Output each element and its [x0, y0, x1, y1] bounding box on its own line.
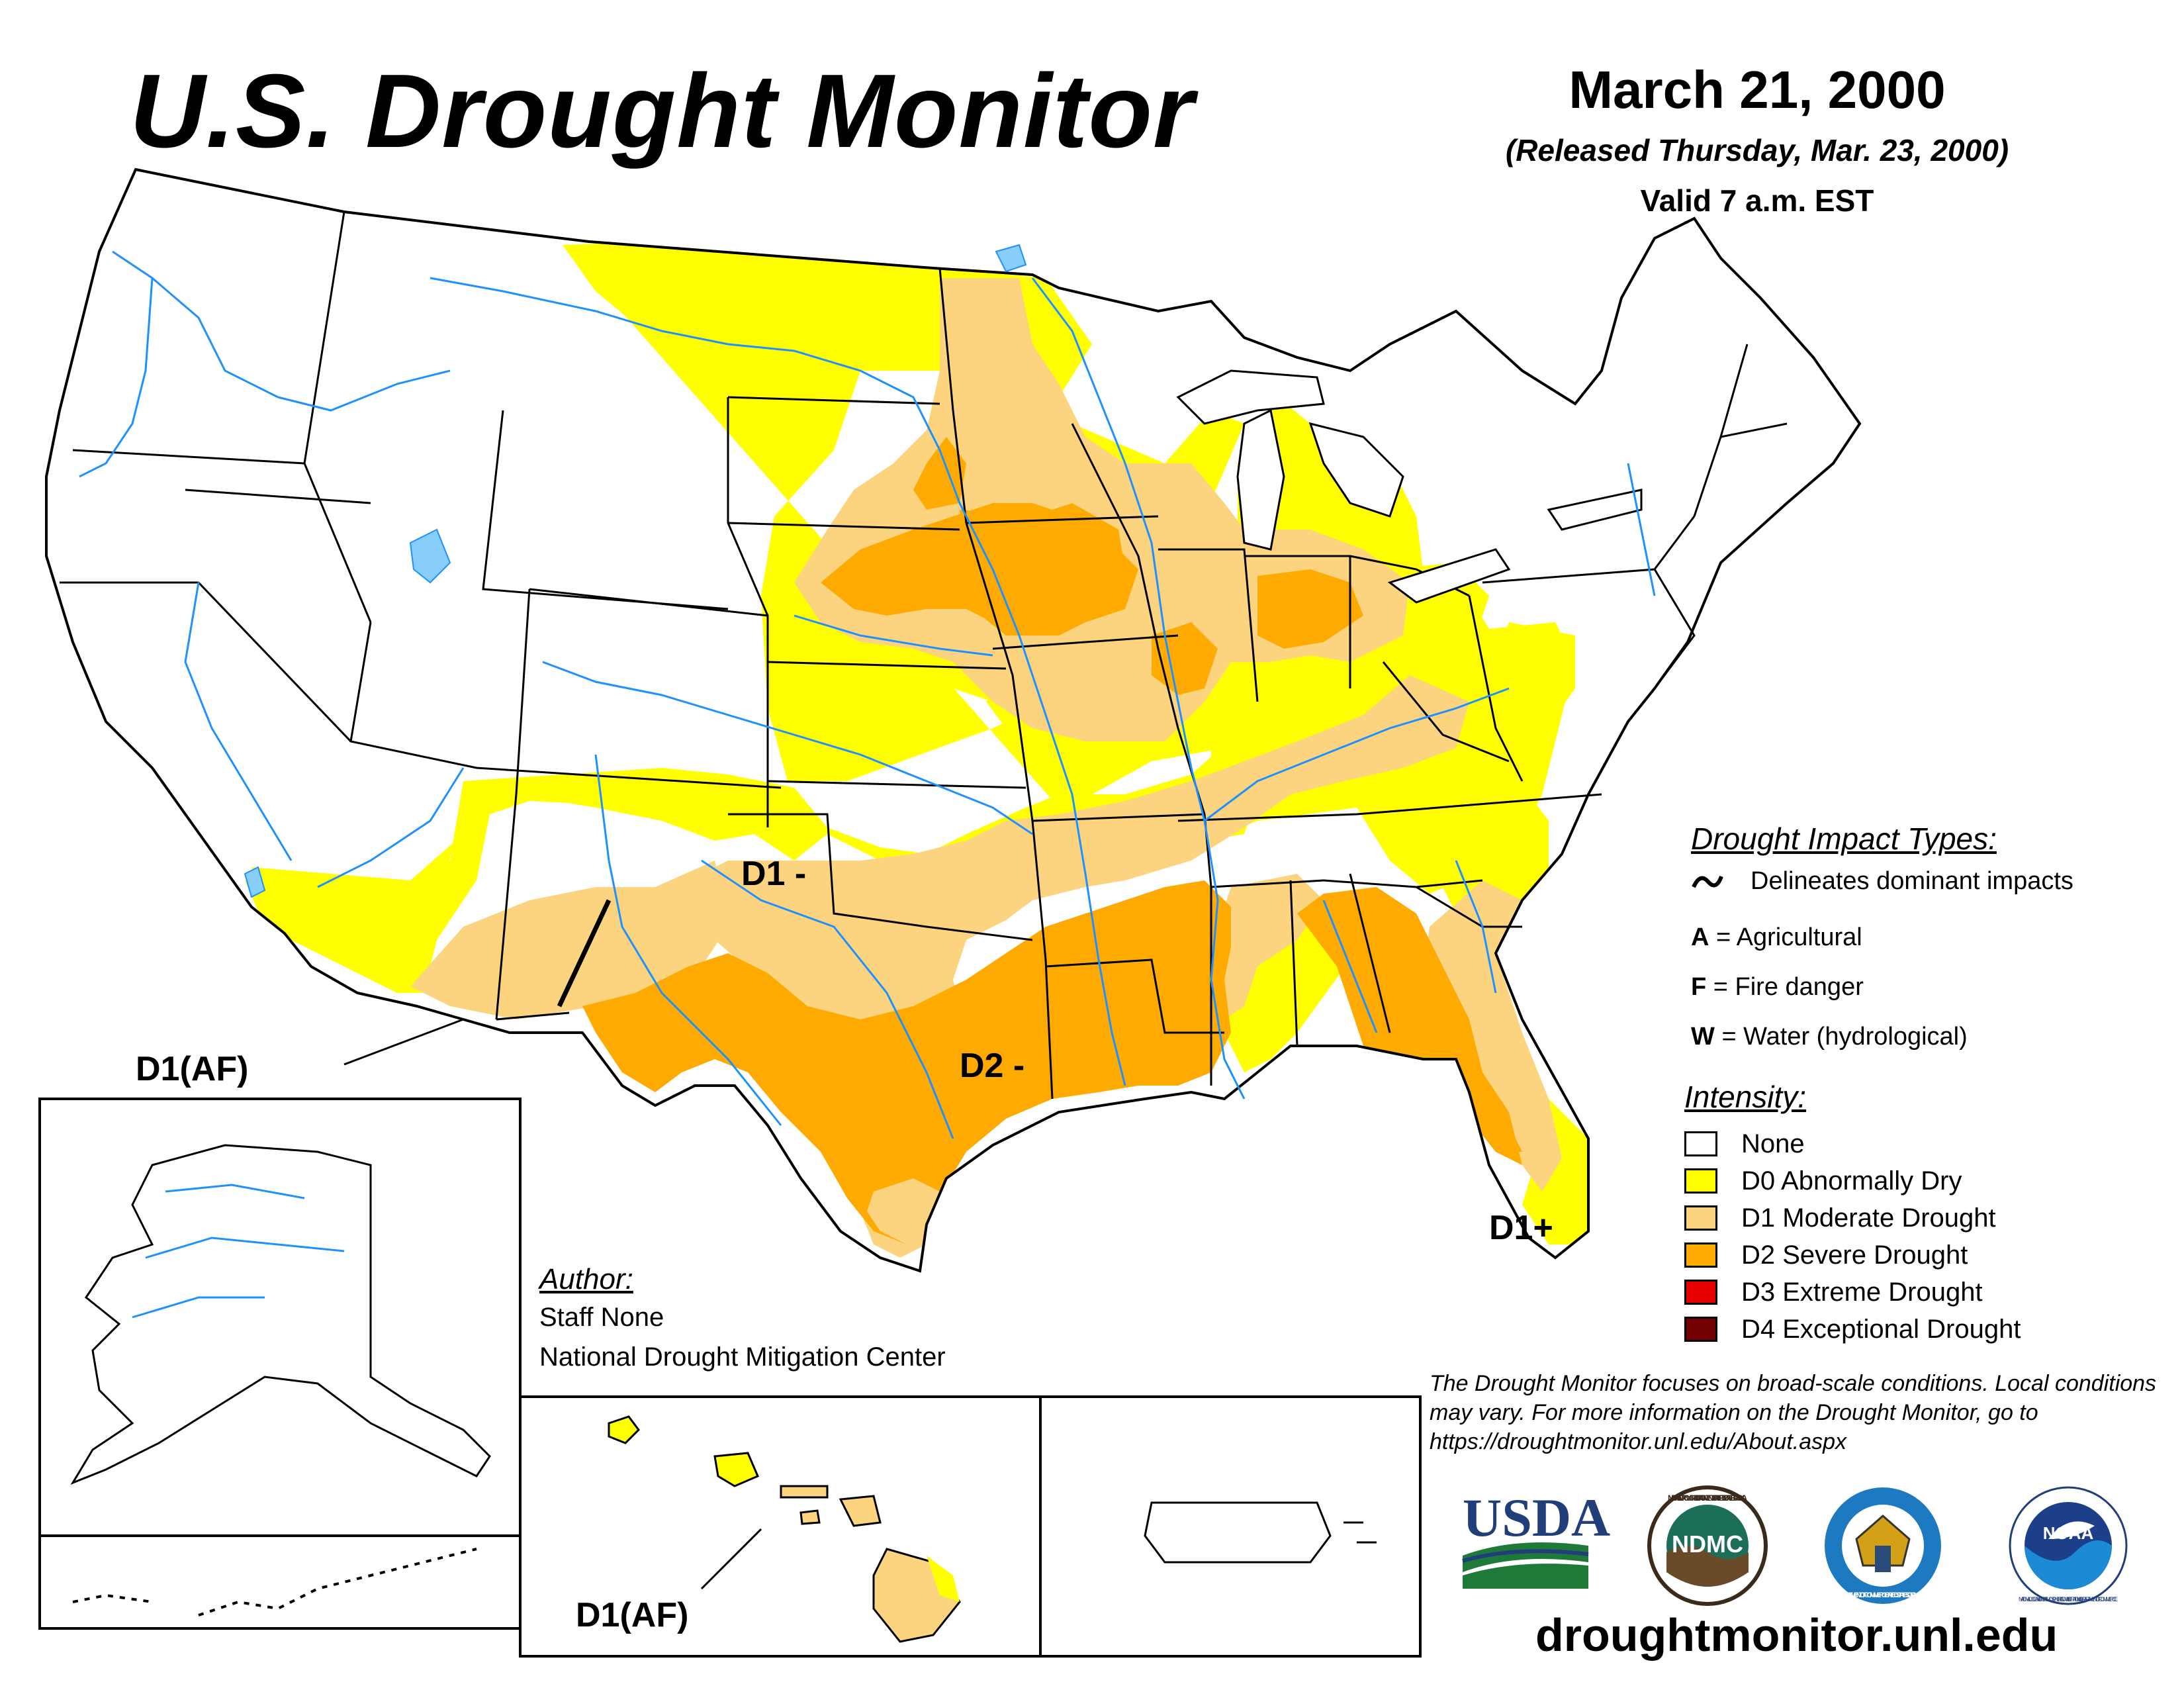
legend-swatch: [1684, 1205, 1717, 1231]
legend-label: D4 Exceptional Drought: [1741, 1314, 2021, 1344]
legend-item-d1: D1 Moderate Drought: [1684, 1199, 2021, 1237]
impact-label: = Agricultural: [1716, 923, 1862, 951]
great-lakes: [1176, 369, 1643, 604]
legend-item-d0: D0 Abnormally Dry: [1684, 1162, 2021, 1199]
pointer-southwest: [343, 1018, 464, 1066]
legend-label: D1 Moderate Drought: [1741, 1203, 1996, 1233]
oahu: [713, 1452, 759, 1487]
legend-label: D3 Extreme Drought: [1741, 1277, 1983, 1307]
commerce-ring-text: DEPARTMENT OF COMMERCE · UNITED STATES O…: [1837, 1591, 1929, 1599]
release-date: (Released Thursday, Mar. 23, 2000): [1505, 133, 2009, 167]
legend-swatch: [1684, 1280, 1717, 1305]
legend-label: None: [1741, 1129, 1805, 1158]
noaa-logo: NOAA NATIONAL OCEANIC AND ATMOSPHERIC AD…: [2009, 1486, 2128, 1605]
impact-label: = Fire danger: [1713, 973, 1864, 1001]
hawaii-inset: [519, 1395, 1042, 1658]
legend-item-none: None: [1684, 1125, 2021, 1162]
map-date: March 21, 2000: [1569, 60, 1946, 119]
kauai: [608, 1415, 640, 1444]
label-hawaii: D1(AF): [576, 1596, 689, 1634]
date-block: March 21, 2000 (Released Thursday, Mar. …: [1443, 60, 2071, 218]
legend-swatch: [1684, 1317, 1717, 1342]
disclaimer-text: The Drought Monitor focuses on broad-sca…: [1430, 1371, 2157, 1454]
author-org: National Drought Mitigation Center: [539, 1342, 946, 1372]
intensity-legend: None D0 Abnormally Dry D1 Moderate Droug…: [1684, 1125, 2021, 1348]
tilde-icon: [1692, 875, 1723, 888]
noaa-ring-text: NATIONAL OCEANIC AND ATMOSPHERIC ADMINIS…: [2019, 1596, 2118, 1603]
legend-swatch: [1684, 1243, 1717, 1268]
label-oklahoma: D1 -: [741, 855, 807, 893]
commerce-logo: DEPARTMENT OF COMMERCE · UNITED STATES O…: [1825, 1487, 1941, 1604]
label-southwest: D1(AF): [136, 1050, 249, 1088]
alaska-outline: [70, 1144, 491, 1485]
intensity-heading: Intensity:: [1684, 1080, 1807, 1114]
impact-agricultural: A = Agricultural: [1691, 923, 1862, 952]
impact-key: W: [1691, 1023, 1715, 1051]
ndmc-ring-text: NATIONAL DROUGHT MITIGATION CENTER · UNI…: [1668, 1493, 1747, 1503]
impact-key: A: [1691, 923, 1709, 951]
label-texas: D2 -: [960, 1047, 1025, 1085]
legend-label: D2 Severe Drought: [1741, 1240, 1968, 1270]
legend-swatch: [1684, 1168, 1717, 1194]
maui: [839, 1495, 882, 1527]
impact-delineates-row: Delineates dominant impacts: [1691, 867, 2073, 896]
pointer-hawaii: [700, 1528, 762, 1590]
legend-label: D0 Abnormally Dry: [1741, 1166, 1962, 1196]
impact-key: F: [1691, 973, 1707, 1001]
impact-label: = Water (hydrological): [1721, 1023, 1968, 1051]
agency-logos: USDA NDMC NATIONAL DROUGHT MITIGATION CE…: [1462, 1485, 2128, 1606]
noaa-text: NOAA: [2043, 1523, 2094, 1543]
author-name: Staff None: [539, 1303, 664, 1332]
puerto-rico-outline: [1144, 1501, 1332, 1564]
impact-fire: F = Fire danger: [1691, 973, 1864, 1002]
puerto-rico-inset: [1039, 1395, 1422, 1658]
state-boundaries: [45, 167, 1862, 1273]
alaska-inset: [38, 1098, 522, 1630]
d1-pockets: [867, 1178, 940, 1244]
ndmc-logo: NDMC NATIONAL DROUGHT MITIGATION CENTER …: [1647, 1485, 1768, 1606]
lanai: [799, 1509, 821, 1525]
legend-item-d4: D4 Exceptional Drought: [1684, 1311, 2021, 1348]
impact-types-heading: Drought Impact Types:: [1691, 821, 1997, 856]
usda-text: USDA: [1463, 1487, 1610, 1548]
legend-item-d2: D2 Severe Drought: [1684, 1237, 2021, 1274]
legend-item-d3: D3 Extreme Drought: [1684, 1274, 2021, 1311]
inland-lakes: [244, 244, 1027, 898]
impact-water: W = Water (hydrological): [1691, 1023, 1968, 1051]
page-title: U.S. Drought Monitor: [130, 53, 1195, 169]
molokai: [780, 1485, 829, 1499]
usda-logo: USDA: [1462, 1487, 1610, 1589]
ndmc-text: NDMC: [1672, 1530, 1743, 1558]
valid-time: Valid 7 a.m. EST: [1640, 183, 1874, 218]
website-url[interactable]: droughtmonitor.unl.edu: [1535, 1609, 2058, 1661]
label-florida: D1+: [1489, 1209, 1553, 1247]
legend-swatch: [1684, 1131, 1717, 1156]
author-heading: Author:: [539, 1263, 633, 1295]
impact-delineates-label: Delineates dominant impacts: [1751, 867, 2073, 895]
impact-line-southwest: [557, 899, 612, 1008]
rivers: [79, 250, 1656, 1139]
